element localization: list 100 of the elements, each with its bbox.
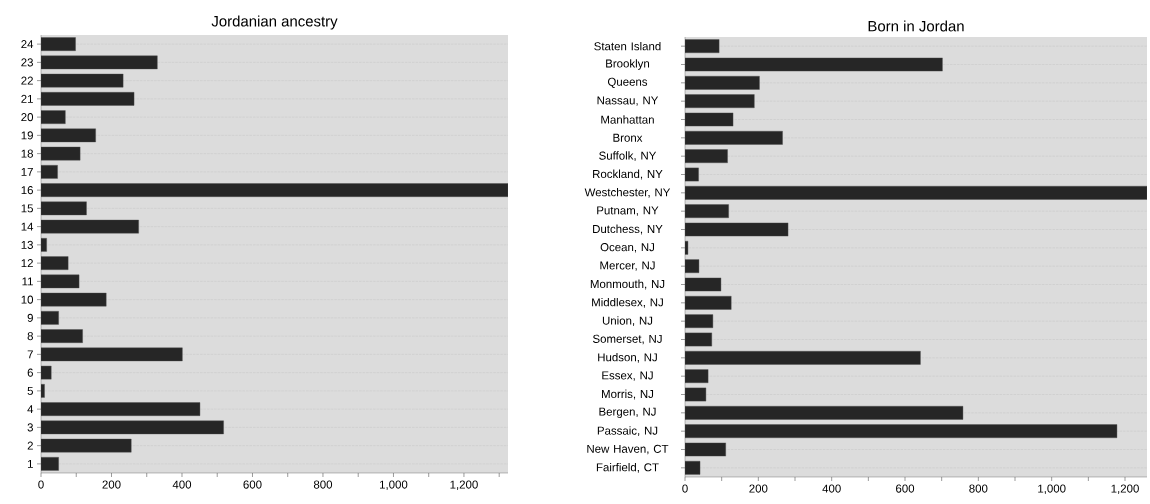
bar bbox=[685, 39, 720, 53]
chart-title: Jordanian ancestry bbox=[211, 15, 338, 30]
bar bbox=[41, 219, 139, 234]
bar bbox=[41, 37, 76, 51]
y-tick-label: 16 bbox=[21, 186, 33, 195]
bar bbox=[41, 347, 183, 362]
x-tick-label: 1,200 bbox=[1111, 484, 1139, 494]
bar bbox=[41, 457, 59, 471]
y-tick-label: Queens bbox=[607, 77, 648, 88]
y-tick-label: 21 bbox=[21, 94, 33, 103]
bar bbox=[685, 167, 699, 182]
y-tick-label: 22 bbox=[21, 76, 33, 85]
y-tick-label: Middlesex, NJ bbox=[592, 297, 663, 308]
y-tick-label: Brooklyn bbox=[606, 59, 650, 70]
bar bbox=[685, 277, 722, 292]
y-tick-label: Fairfield, CT bbox=[596, 462, 659, 473]
bar bbox=[41, 384, 45, 398]
bar bbox=[41, 128, 96, 143]
bar bbox=[41, 55, 158, 70]
y-tick-label: 19 bbox=[21, 131, 33, 140]
y-tick-label: Rockland, NY bbox=[593, 169, 663, 180]
y-tick-label: Manhattan bbox=[601, 115, 654, 124]
bar bbox=[41, 256, 69, 270]
bar bbox=[685, 369, 709, 383]
y-tick-label: Mercer, NJ bbox=[600, 261, 655, 271]
bar bbox=[685, 131, 783, 145]
y-tick-label: 1 bbox=[27, 459, 33, 468]
y-tick-label: New Haven, CT bbox=[587, 444, 669, 455]
y-tick-label: 15 bbox=[21, 204, 33, 213]
chart-title: Born in Jordan bbox=[868, 20, 964, 32]
y-tick-label: 5 bbox=[27, 386, 33, 395]
bar bbox=[41, 365, 52, 380]
y-tick-label: Monmouth, NJ bbox=[590, 279, 665, 290]
y-tick-label: Hudson, NJ bbox=[598, 352, 657, 363]
y-tick-label: 13 bbox=[21, 240, 33, 249]
y-tick-label: 4 bbox=[27, 405, 34, 414]
y-tick-label: 12 bbox=[21, 259, 33, 268]
y-tick-label: 8 bbox=[27, 332, 33, 341]
bar bbox=[685, 387, 707, 402]
x-tick-label: 1,000 bbox=[380, 480, 408, 490]
y-tick-label: Westchester, NY bbox=[584, 187, 671, 198]
bar bbox=[685, 149, 728, 163]
bar bbox=[685, 332, 712, 347]
bar bbox=[41, 329, 83, 343]
bar bbox=[685, 57, 943, 72]
y-tick-label: 17 bbox=[21, 167, 33, 176]
bar bbox=[685, 222, 789, 237]
x-tick-label: 600 bbox=[243, 480, 262, 489]
bar bbox=[41, 438, 132, 453]
y-tick-label: Bronx bbox=[613, 133, 643, 142]
y-tick-label: Passaic, NJ bbox=[597, 426, 658, 437]
bar bbox=[685, 296, 732, 310]
bar bbox=[41, 402, 201, 416]
bar bbox=[685, 204, 729, 218]
bar bbox=[41, 92, 135, 106]
bar bbox=[685, 259, 700, 273]
y-tick-label: Suffolk, NY bbox=[599, 151, 657, 162]
y-tick-label: 20 bbox=[21, 113, 34, 122]
bar bbox=[41, 201, 87, 216]
y-tick-label: 11 bbox=[22, 277, 33, 286]
x-tick-label: 600 bbox=[896, 484, 915, 493]
bar bbox=[41, 183, 508, 197]
y-tick-label: 7 bbox=[27, 350, 33, 359]
y-tick-label: Ocean, NJ bbox=[600, 243, 654, 253]
y-tick-label: Staten Island bbox=[594, 41, 661, 51]
bar bbox=[685, 424, 1118, 438]
bar bbox=[41, 110, 66, 124]
y-tick-label: Essex, NJ bbox=[602, 371, 653, 381]
y-tick-label: 23 bbox=[21, 58, 33, 67]
y-tick-label: 10 bbox=[21, 295, 34, 304]
bar bbox=[41, 165, 58, 179]
x-tick-label: 0 bbox=[38, 480, 44, 489]
y-tick-label: Somerset, NJ bbox=[592, 334, 662, 345]
y-tick-label: 18 bbox=[21, 149, 33, 158]
y-tick-label: Nassau, NY bbox=[597, 96, 659, 106]
x-tick-label: 400 bbox=[172, 480, 192, 489]
x-tick-label: 1,200 bbox=[450, 480, 478, 490]
bar bbox=[685, 76, 760, 90]
x-tick-label: 200 bbox=[749, 484, 768, 493]
x-tick-label: 800 bbox=[313, 480, 333, 489]
bar bbox=[41, 146, 81, 161]
y-tick-label: 14 bbox=[21, 222, 34, 231]
x-tick-label: 200 bbox=[102, 480, 121, 489]
bar bbox=[41, 238, 47, 252]
bar bbox=[685, 351, 921, 365]
bar bbox=[685, 241, 689, 255]
bar bbox=[685, 406, 964, 420]
y-tick-label: 6 bbox=[27, 368, 33, 377]
bar bbox=[685, 94, 755, 108]
bar bbox=[41, 292, 107, 307]
x-tick-label: 800 bbox=[969, 484, 988, 493]
x-tick-label: 0 bbox=[682, 484, 688, 493]
bar bbox=[41, 73, 124, 88]
bar bbox=[685, 186, 1148, 200]
bar bbox=[685, 461, 701, 475]
bar bbox=[685, 442, 726, 457]
y-tick-label: Bergen, NJ bbox=[599, 407, 656, 418]
y-tick-label: 9 bbox=[27, 313, 33, 322]
y-tick-label: Dutchess, NY bbox=[593, 224, 663, 235]
x-tick-label: 400 bbox=[822, 484, 841, 493]
